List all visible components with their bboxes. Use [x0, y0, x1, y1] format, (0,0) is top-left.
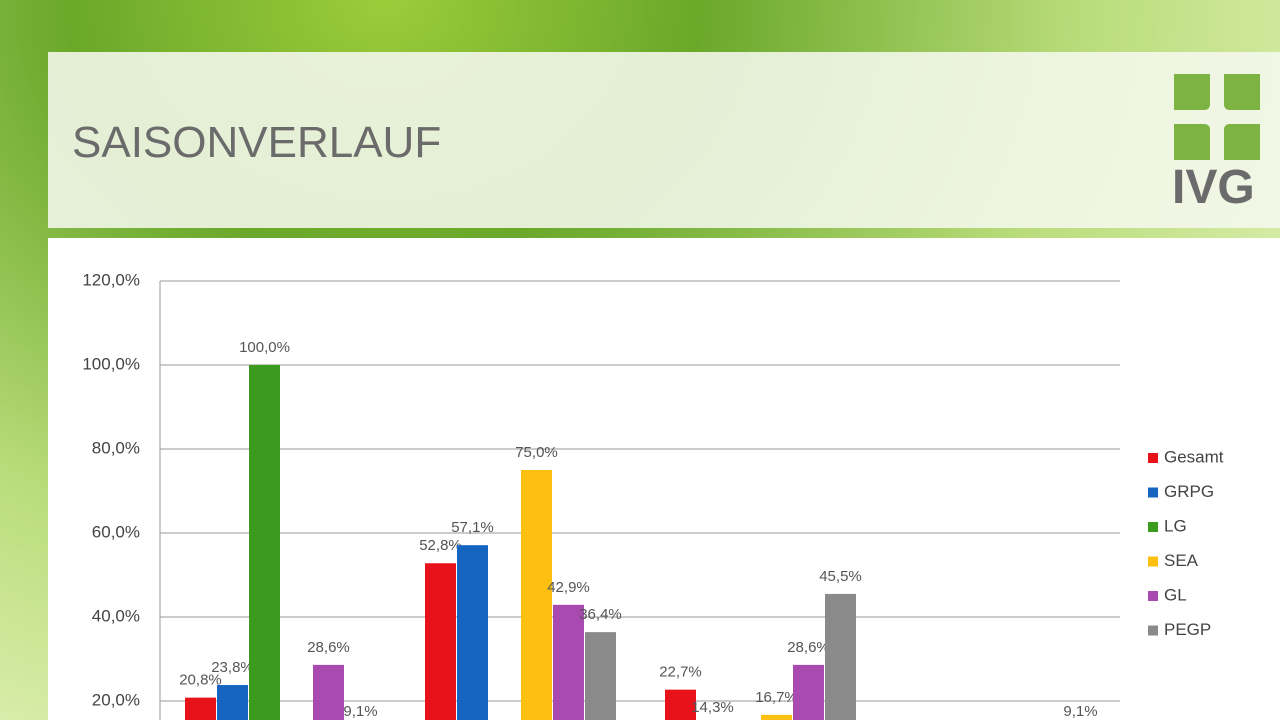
value-label: 45,5%: [819, 568, 862, 585]
value-label: 42,9%: [547, 579, 590, 596]
bar: [761, 714, 792, 720]
value-label: 28,6%: [307, 639, 350, 656]
bar: [185, 697, 216, 720]
legend-swatch: [1148, 453, 1158, 463]
header: SAISONVERLAUF IVG: [48, 52, 1280, 228]
value-label: 57,1%: [451, 519, 494, 536]
bar: [665, 689, 696, 720]
bar: [825, 593, 856, 720]
slide-title: SAISONVERLAUF: [72, 118, 442, 167]
value-label: 100,0%: [239, 339, 290, 356]
legend-swatch: [1148, 591, 1158, 601]
value-label: 9,1%: [1063, 703, 1097, 720]
bar: [585, 632, 616, 720]
legend-swatch: [1148, 625, 1158, 636]
value-label: 36,4%: [579, 606, 622, 623]
legend-label: LG: [1164, 516, 1187, 535]
bar: [217, 685, 248, 720]
value-label: 28,6%: [787, 639, 830, 656]
bar: [457, 545, 488, 720]
legend-label: Gesamt: [1164, 447, 1224, 466]
bar: [793, 664, 824, 720]
legend-swatch: [1148, 522, 1158, 532]
bar: [553, 604, 584, 720]
bar: [249, 365, 280, 720]
value-label: 23,8%: [211, 659, 254, 676]
bar: [521, 470, 552, 720]
value-label: 52,8%: [419, 537, 462, 554]
y-tick-label: 120,0%: [82, 270, 140, 289]
y-tick-label: 20,0%: [92, 690, 140, 709]
bar: [425, 563, 456, 720]
value-label: 14,3%: [691, 699, 734, 716]
value-label: 20,8%: [179, 672, 222, 689]
legend-swatch: [1148, 556, 1158, 567]
legend-label: GL: [1164, 585, 1187, 604]
legend-label: GRPG: [1164, 482, 1214, 501]
logo-text: IVG: [1172, 161, 1255, 214]
y-tick-label: 40,0%: [92, 606, 140, 625]
legend-label: SEA: [1164, 551, 1199, 570]
legend-label: PEGP: [1164, 620, 1211, 639]
bar: [313, 664, 344, 720]
y-tick-label: 100,0%: [82, 354, 140, 373]
value-label: 16,7%: [755, 689, 798, 706]
y-tick-label: 60,0%: [92, 522, 140, 541]
logo-icon: [1174, 74, 1260, 160]
y-tick-label: 80,0%: [92, 438, 140, 457]
value-label: 9,1%: [343, 703, 377, 720]
value-label: 22,7%: [659, 664, 702, 681]
legend-swatch: [1148, 487, 1158, 498]
value-label: 75,0%: [515, 444, 558, 461]
